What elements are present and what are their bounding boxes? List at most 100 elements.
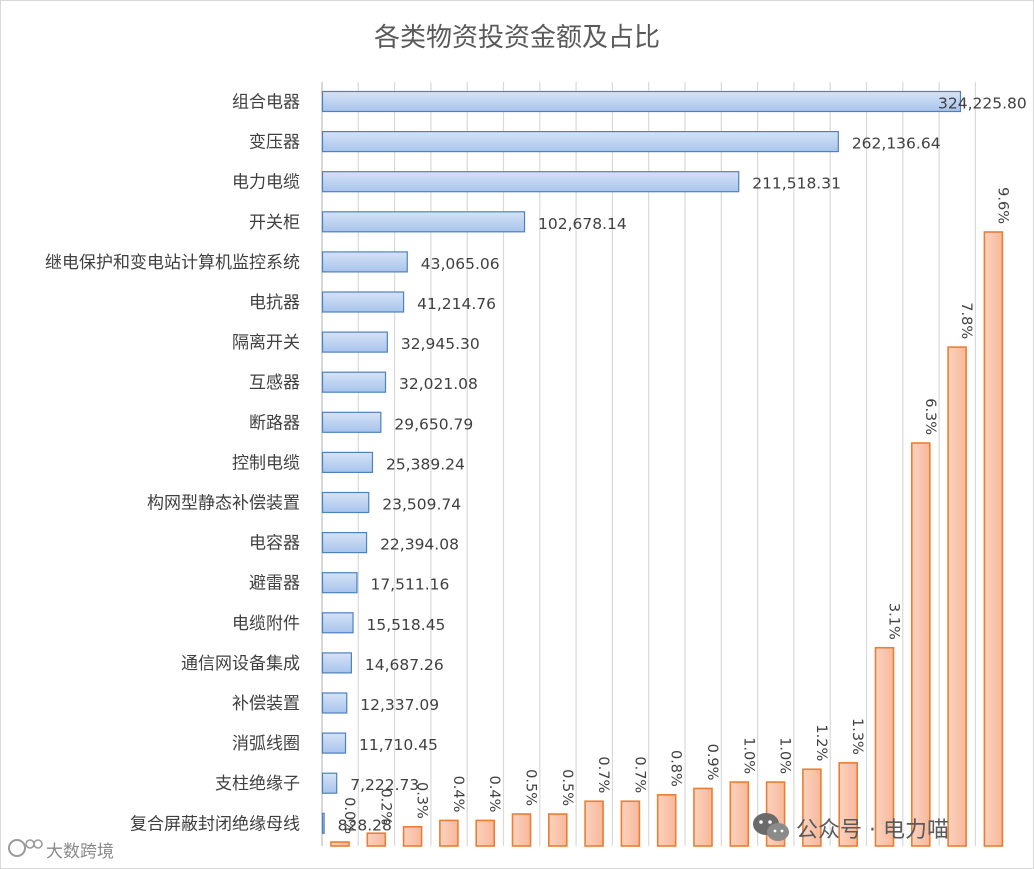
category-label: 避雷器 [249, 574, 300, 594]
category-label: 电缆附件 [232, 614, 300, 634]
hbar-12 [321, 572, 358, 594]
vbar-8 [620, 800, 641, 847]
value-label: 29,650.79 [394, 415, 473, 433]
vbar-11 [729, 781, 750, 847]
horizontal-bars-layer [321, 90, 962, 834]
hbar-3 [321, 211, 526, 233]
hbar-13 [321, 612, 354, 634]
vbar-14 [838, 762, 859, 847]
vertical-bars-layer [330, 231, 1004, 847]
value-label: 262,136.64 [852, 135, 941, 153]
pct-label: 1.3% [849, 718, 865, 755]
vbar-17 [947, 346, 967, 847]
value-label: 25,389.24 [386, 455, 465, 473]
pct-label: 7.8% [958, 302, 974, 339]
category-label: 消弧线圈 [232, 734, 300, 754]
value-label: 102,678.14 [538, 215, 627, 233]
pct-label: 0.7% [595, 756, 611, 793]
category-label: 断路器 [249, 413, 300, 433]
vbar-0 [330, 841, 350, 847]
category-label: 控制电缆 [232, 453, 300, 473]
wechat-icon [753, 813, 789, 841]
value-label: 32,945.30 [401, 335, 480, 353]
vbar-2 [402, 826, 423, 847]
pct-label: 0.2% [377, 788, 393, 825]
pct-label: 0.8% [668, 750, 684, 787]
vbar-18 [983, 231, 1004, 847]
category-label: 电力电缆 [232, 173, 300, 193]
category-label: 支柱绝缘子 [215, 774, 300, 794]
vbar-1 [366, 832, 387, 847]
value-label: 828.28 [338, 816, 392, 834]
pct-label: 0.5% [523, 769, 539, 806]
vbar-4 [475, 819, 496, 847]
pct-label: 1.2% [813, 724, 829, 761]
vbar-15 [874, 646, 895, 847]
hbar-10 [321, 491, 370, 514]
hbar-5 [321, 291, 405, 313]
hbar-7 [321, 371, 387, 393]
pct-label: 1.0% [740, 737, 756, 774]
hbar-2 [321, 171, 740, 193]
category-label: 通信网设备集成 [181, 654, 300, 674]
watermark-layer: 公众号 · 电力喵 大数跨境 [8, 813, 949, 862]
value-label: 12,337.09 [360, 696, 439, 714]
hbar-16 [321, 732, 347, 754]
chart-title: 各类物资投资金额及占比 [374, 23, 660, 53]
brand-logo-icon [8, 839, 43, 857]
value-label: 43,065.06 [421, 255, 500, 273]
pct-label: 0.7% [631, 756, 647, 793]
vbar-6 [547, 813, 568, 847]
category-label: 组合电器 [232, 93, 300, 113]
vbar-5 [511, 813, 532, 847]
value-label: 211,518.31 [752, 175, 841, 193]
value-label: 7,222.73 [350, 776, 419, 794]
hbar-17 [321, 772, 338, 794]
value-label: 23,509.74 [382, 496, 461, 514]
value-label: 41,214.76 [417, 295, 496, 313]
pct-label: 0.9% [704, 744, 720, 781]
category-label: 复合屏蔽封闭绝缘母线 [130, 814, 300, 834]
hbar-15 [321, 692, 348, 714]
hbar-11 [321, 531, 368, 554]
hbar-0 [321, 90, 962, 113]
category-label: 补偿装置 [232, 694, 300, 714]
value-label: 32,021.08 [399, 375, 478, 393]
pct-label: 0.4% [450, 776, 466, 813]
category-label: 互感器 [249, 373, 300, 393]
pct-label: 0.5% [559, 769, 575, 806]
hbar-18 [321, 812, 325, 834]
vbar-9 [656, 794, 677, 847]
pct-label: 0.4% [486, 776, 502, 813]
category-label: 电容器 [249, 534, 300, 554]
hbar-1 [321, 131, 839, 153]
category-label: 继电保护和变电站计算机监控系统 [45, 253, 300, 273]
value-label: 14,687.26 [365, 656, 444, 674]
value-label: 324,225.80 [938, 95, 1027, 113]
pct-label: 9.6% [994, 187, 1010, 224]
labels-layer: 组合电器 324,225.80 变压器 262,136.64 电力电缆 211,518.3… [45, 93, 1027, 835]
watermark-left-text: 大数跨境 [46, 842, 114, 862]
hbar-8 [321, 411, 382, 433]
value-label: 15,518.45 [367, 616, 446, 634]
category-label: 变压器 [249, 133, 300, 153]
watermark-right-text: 公众号 · 电力喵 [796, 818, 949, 843]
hbar-4 [321, 251, 408, 273]
vbar-7 [584, 800, 604, 847]
hbar-14 [321, 652, 353, 674]
vbar-10 [693, 787, 713, 847]
category-label: 构网型静态补偿装置 [147, 494, 300, 514]
hbar-9 [321, 451, 374, 473]
value-label: 22,394.08 [380, 536, 459, 554]
vbar-3 [439, 819, 459, 847]
value-label: 17,511.16 [370, 576, 449, 594]
pct-label: 0.0% [341, 797, 357, 834]
vbar-16 [910, 442, 931, 847]
pct-label: 0.3% [414, 782, 430, 819]
hbar-6 [321, 331, 388, 353]
value-label: 11,710.45 [359, 736, 438, 754]
pct-label: 1.0% [777, 737, 793, 774]
vbar-13 [802, 768, 822, 847]
